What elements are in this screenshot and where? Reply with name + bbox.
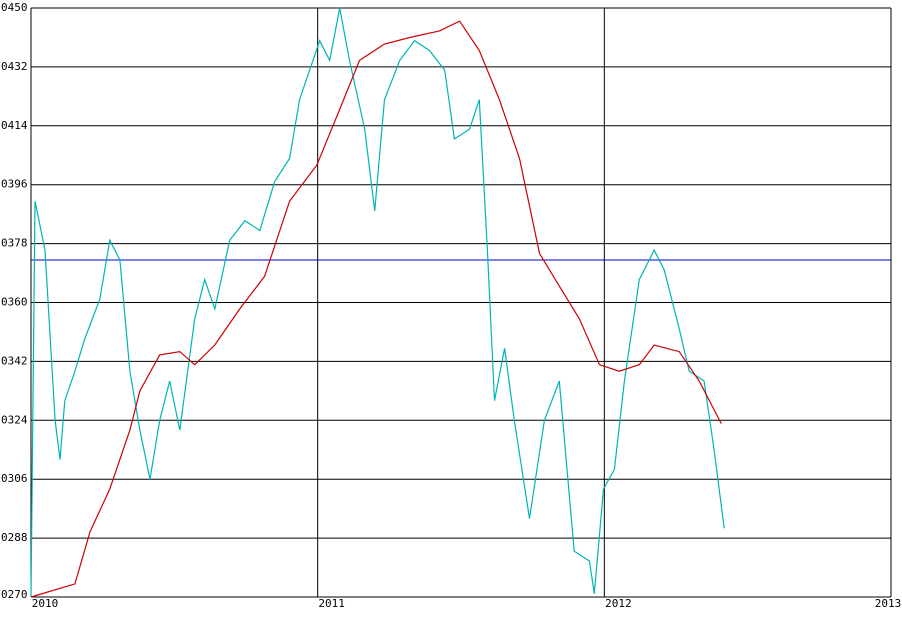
x-tick-label: 2011: [318, 597, 345, 610]
x-tick-label: 2013: [875, 597, 902, 610]
x-tick-label: 2010: [32, 597, 59, 610]
y-tick-label: 0324: [1, 413, 28, 426]
series-line: [30, 20, 722, 598]
y-tick-label: 0432: [1, 60, 28, 73]
y-tick-label: 0342: [1, 354, 28, 367]
y-tick-label: 0396: [1, 178, 28, 191]
y-tick-label: 0306: [1, 472, 28, 485]
y-tick-label: 0270: [1, 588, 28, 601]
y-tick-label: 0378: [1, 237, 28, 250]
y-tick-label: 0450: [1, 1, 28, 14]
y-tick-label: 0414: [1, 119, 28, 132]
y-tick-label: 0360: [1, 296, 28, 309]
y-tick-label: 0288: [1, 531, 28, 544]
x-tick-label: 2012: [605, 597, 632, 610]
series-line: [30, 7, 725, 598]
